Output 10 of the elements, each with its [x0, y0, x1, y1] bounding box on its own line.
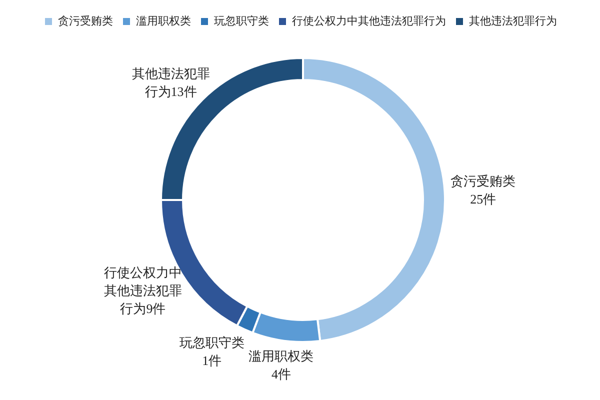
data-label: 行使公权力中其他违法犯罪行为9件 — [104, 265, 182, 316]
data-label: 贪污受贿类25件 — [450, 173, 516, 206]
legend-label: 其他违法犯罪行为 — [469, 14, 557, 28]
legend-label: 贪污受贿类 — [58, 14, 113, 28]
legend-label: 行使公权力中其他违法犯罪行为 — [292, 14, 446, 28]
data-label: 玩忽职守类1件 — [179, 334, 244, 368]
legend-label: 玩忽职守类 — [214, 14, 269, 28]
legend-label: 滥用职权类 — [136, 14, 191, 28]
data-label: 其他违法犯罪行为13件 — [132, 66, 210, 100]
data-label: 滥用职权类4件 — [248, 348, 314, 382]
